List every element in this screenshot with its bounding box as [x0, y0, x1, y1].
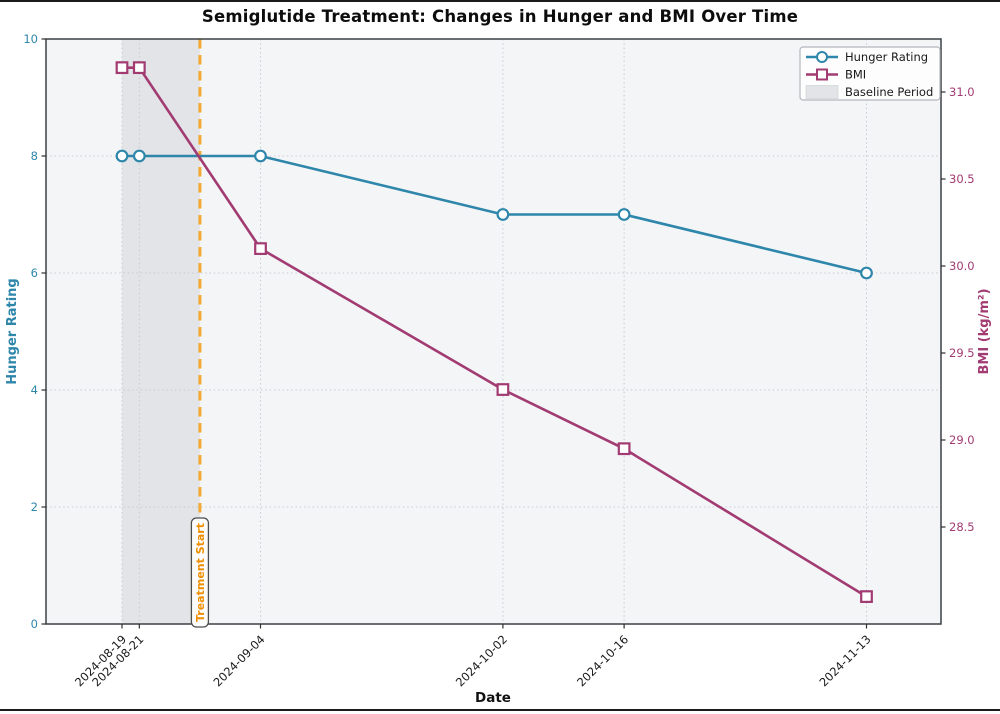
chart-title: Semiglutide Treatment: Changes in Hunger… [201, 7, 799, 26]
y-left-tick-label: 6 [31, 266, 38, 280]
hunger-data-point [254, 149, 267, 163]
legend-item-bmi: BMI [806, 68, 866, 82]
bmi-data-point [254, 242, 267, 256]
legend-square-marker-icon [816, 68, 828, 81]
bmi-data-point [860, 590, 873, 603]
y-right-tick-label: 30.0 [949, 259, 975, 273]
y-right-tick-label: 29.0 [949, 433, 975, 447]
plot-frame [45, 38, 942, 625]
y-axis-label-right: BMI (kg/m²) [977, 288, 992, 374]
y-left-tick-label: 8 [31, 149, 38, 163]
y-right-tick-label: 29.5 [949, 346, 975, 360]
y-axis-label-left: Hunger Rating [5, 278, 20, 384]
y-left-tick-label: 2 [31, 500, 38, 514]
x-tick-label: 2024-11-13 [816, 632, 873, 689]
screen-edge-top [0, 0, 1000, 2]
hunger-data-point [115, 149, 129, 163]
hunger-data-point [496, 208, 510, 221]
y-left-tick-label: 10 [23, 32, 38, 46]
screen-edge-bottom [0, 709, 1000, 711]
bmi-data-point [617, 442, 631, 456]
bmi-data-point [132, 61, 146, 75]
treatment-start-label: Treatment Start [194, 523, 207, 622]
hunger-data-point [132, 149, 146, 163]
legend-label: Hunger Rating [845, 50, 928, 64]
x-tick-label: 2024-09-04 [210, 632, 267, 689]
x-axis-label: Date [475, 690, 511, 706]
y-right-tick-label: 31.0 [949, 85, 975, 99]
y-left-tick-label: 0 [31, 617, 38, 631]
hunger-data-point [860, 266, 873, 280]
y-left-tick-label: 4 [31, 383, 38, 397]
x-tick-label: 2024-10-16 [574, 632, 631, 689]
y-right-tick-label: 30.5 [949, 172, 975, 186]
legend-item-hunger-rating: Hunger Rating [806, 50, 928, 64]
legend-item-baseline-period: Baseline Period [805, 85, 933, 99]
hunger-data-point [617, 208, 631, 221]
y-right-tick-label: 28.5 [949, 520, 975, 534]
legend-label: BMI [845, 68, 866, 82]
baseline-period-region [122, 39, 200, 624]
x-tick-label: 2024-10-02 [453, 632, 510, 689]
legend-baseline-patch-icon [805, 85, 839, 99]
legend-label: Baseline Period [845, 85, 933, 99]
treatment-start-label-box [190, 517, 210, 628]
bmi-data-point [115, 61, 129, 75]
bmi-data-point [496, 383, 510, 396]
legend: Hunger Rating BMI Baseline Period [799, 46, 941, 101]
legend-circle-marker-icon [816, 51, 828, 63]
